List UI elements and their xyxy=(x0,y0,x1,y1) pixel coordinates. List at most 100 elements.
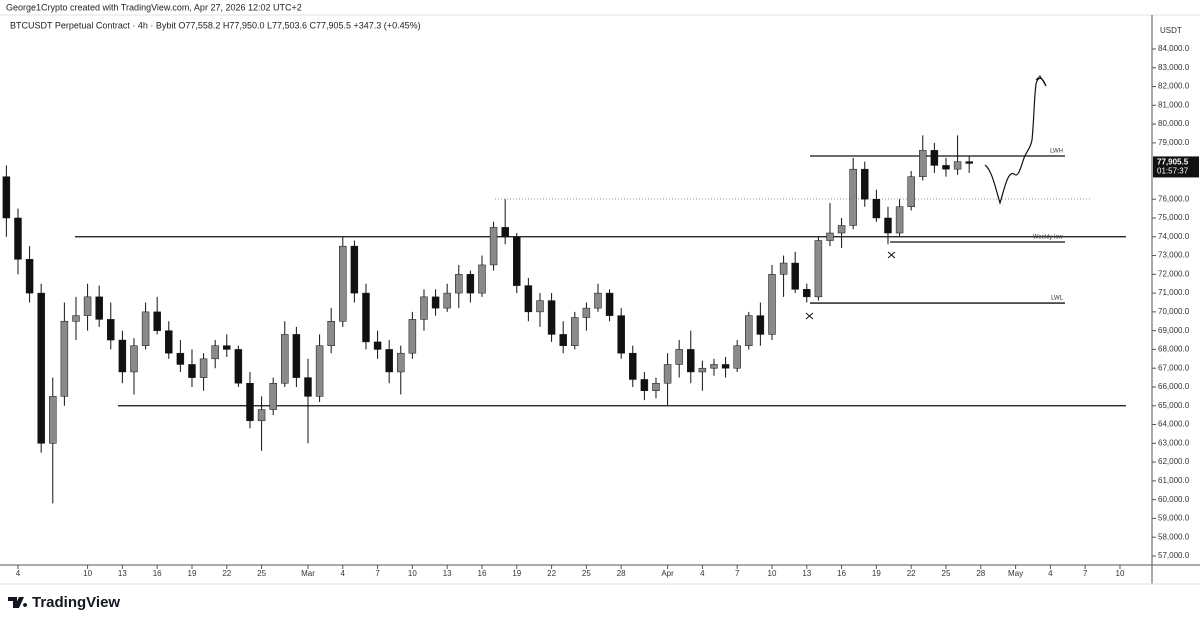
x-tick-label: 19 xyxy=(512,569,521,578)
y-tick-label: 80,000.0 xyxy=(1158,119,1190,128)
candle-body xyxy=(246,382,254,422)
candle-body xyxy=(721,364,730,369)
candle-body xyxy=(2,176,11,219)
candle-body xyxy=(791,262,799,290)
cross-marker xyxy=(887,251,896,259)
candle-body xyxy=(14,217,22,260)
candle-body xyxy=(919,150,927,177)
y-tick-label: 71,000.0 xyxy=(1158,288,1190,297)
y-tick-label: 73,000.0 xyxy=(1158,251,1190,260)
candle-body xyxy=(211,345,219,360)
candle-body xyxy=(188,364,196,378)
candle-body xyxy=(339,245,347,322)
candle-body xyxy=(652,382,660,391)
y-tick-label: 60,000.0 xyxy=(1158,495,1190,504)
candle-body xyxy=(141,311,150,346)
y-tick-label: 76,000.0 xyxy=(1158,194,1190,203)
y-tick-label: 84,000.0 xyxy=(1158,44,1190,53)
x-tick-label: 22 xyxy=(907,569,916,578)
x-tick-label: May xyxy=(1008,569,1023,578)
candle-body xyxy=(513,236,521,286)
candle-body xyxy=(478,264,486,294)
x-tick-label: 16 xyxy=(153,569,162,578)
x-tick-label: 25 xyxy=(942,569,951,578)
y-tick-label: 68,000.0 xyxy=(1158,345,1190,354)
candle-body xyxy=(965,161,973,164)
candle-body xyxy=(315,345,324,397)
x-tick-label: 4 xyxy=(1048,569,1053,578)
y-tick-label: 58,000.0 xyxy=(1158,532,1190,541)
x-tick-label: 7 xyxy=(735,569,740,578)
x-tick-label: 16 xyxy=(837,569,846,578)
projection-arrow xyxy=(1035,75,1047,87)
y-tick-label: 82,000.0 xyxy=(1158,82,1190,91)
y-tick-label: 65,000.0 xyxy=(1158,401,1190,410)
candle-body xyxy=(49,396,57,444)
candle-body xyxy=(153,311,161,331)
x-tick-label: 19 xyxy=(872,569,881,578)
candle-body xyxy=(617,315,625,354)
candle-body xyxy=(942,165,950,170)
x-tick-label: 13 xyxy=(802,569,811,578)
y-tick-label: 64,000.0 xyxy=(1158,420,1190,429)
x-tick-label: 10 xyxy=(1116,569,1125,578)
x-tick-label: 10 xyxy=(768,569,777,578)
candle-body xyxy=(814,240,823,298)
candle-body xyxy=(663,364,672,384)
x-tick-label: 13 xyxy=(118,569,127,578)
candle-body xyxy=(60,321,69,397)
y-tick-label: 83,000.0 xyxy=(1158,63,1190,72)
x-tick-label: 28 xyxy=(976,569,985,578)
x-tick-label: 4 xyxy=(341,569,346,578)
candle-body xyxy=(25,259,34,294)
candle-body xyxy=(803,289,811,298)
x-tick-label: 22 xyxy=(547,569,556,578)
candle-body xyxy=(779,262,788,275)
candle-body xyxy=(826,232,834,241)
candle-body xyxy=(72,315,80,322)
y-tick-label: 79,000.0 xyxy=(1158,138,1190,147)
x-tick-label: 25 xyxy=(582,569,591,578)
candle-body xyxy=(408,319,417,354)
candle-body xyxy=(362,292,370,343)
candle-body xyxy=(582,307,591,318)
last-price-label: 77,905.5 xyxy=(1157,158,1189,167)
header: George1Crypto created with TradingView.c… xyxy=(6,2,302,12)
candle-body xyxy=(269,382,277,410)
brand: TradingView xyxy=(32,594,120,611)
candle-body xyxy=(872,198,881,219)
candle-body xyxy=(373,341,382,350)
candle-body xyxy=(234,349,243,384)
candle-body xyxy=(281,334,289,384)
y-tick-label: 66,000.0 xyxy=(1158,382,1190,391)
candle-body xyxy=(489,227,498,266)
candle-body xyxy=(501,227,509,238)
candle-body xyxy=(327,321,335,346)
candle-body xyxy=(420,296,428,320)
x-tick-label: 4 xyxy=(700,569,705,578)
brand-logo: TradingView xyxy=(8,594,120,611)
y-tick-label: 63,000.0 xyxy=(1158,438,1190,447)
x-tick-label: 13 xyxy=(443,569,452,578)
x-tick-label: 10 xyxy=(408,569,417,578)
candle-body xyxy=(884,217,892,234)
candle-body xyxy=(83,296,92,316)
y-tick-label: 62,000.0 xyxy=(1158,457,1190,466)
last-price-box xyxy=(1153,156,1199,178)
y-tick-label: 67,000.0 xyxy=(1158,363,1190,372)
x-tick-label: Mar xyxy=(301,569,315,578)
candle-body xyxy=(849,168,857,226)
candle-body xyxy=(733,345,741,369)
candle-body xyxy=(223,345,231,350)
candle-body xyxy=(292,334,301,378)
candle-body xyxy=(199,358,208,378)
candle-body xyxy=(130,345,138,373)
candle-body xyxy=(559,334,567,346)
x-tick-label: 7 xyxy=(1083,569,1088,578)
candle-body xyxy=(907,176,915,207)
candle-body xyxy=(385,349,393,373)
x-tick-label: 4 xyxy=(16,569,21,578)
candle-body xyxy=(675,349,683,365)
